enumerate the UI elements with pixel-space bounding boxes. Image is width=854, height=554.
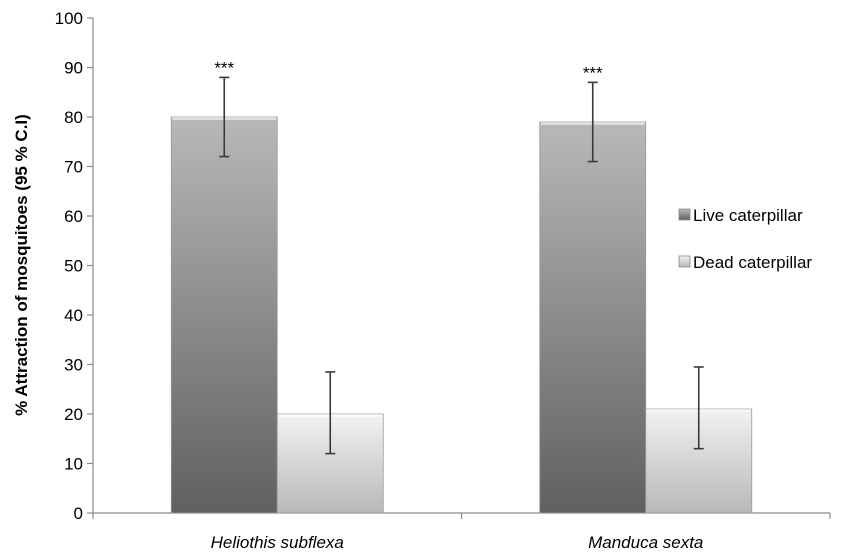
y-tick-label: 40 (64, 306, 83, 325)
y-tick-label: 70 (64, 158, 83, 177)
y-tick-label: 20 (64, 405, 83, 424)
y-tick-label: 90 (64, 59, 83, 78)
y-tick-label: 50 (64, 257, 83, 276)
legend-label: Dead caterpillar (693, 253, 812, 272)
y-tick-label: 100 (55, 9, 83, 28)
legend-swatch (678, 208, 691, 221)
significance-label: *** (214, 58, 234, 77)
axes: 0 10 20 30 40 50 60 70 80 90 100 (55, 9, 831, 523)
legend: Live caterpillar Dead caterpillar (678, 206, 812, 272)
bars: *** Heliothis subflexa *** Manduca sexta (170, 58, 753, 552)
x-tick-label: Heliothis subflexa (211, 533, 344, 552)
y-axis-title: % Attraction of mosquitoes (95 % C.I) (12, 114, 31, 416)
y-tick-label: 10 (64, 455, 83, 474)
legend-swatch (678, 255, 691, 268)
x-tick-label: Manduca sexta (588, 533, 703, 552)
bar (170, 116, 278, 514)
y-tick-label: 0 (74, 504, 83, 523)
y-tick-label: 30 (64, 356, 83, 375)
y-tick-label: 60 (64, 207, 83, 226)
bar (539, 121, 647, 514)
legend-label: Live caterpillar (693, 206, 803, 225)
significance-label: *** (583, 63, 603, 82)
y-tick-label: 80 (64, 108, 83, 127)
